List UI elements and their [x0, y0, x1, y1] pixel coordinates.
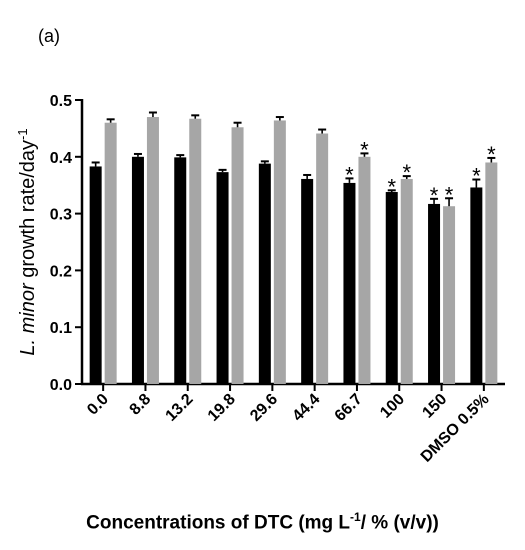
y-tick-label: 0.1 [50, 320, 72, 337]
bar [385, 192, 398, 384]
bar [301, 178, 314, 384]
significance-marker: * [345, 162, 354, 187]
x-axis-label-post: / % (v/v)) [360, 512, 439, 534]
x-tick-label: 44.4 [289, 391, 323, 425]
significance-marker: * [472, 164, 481, 189]
x-tick-label: 100 [377, 391, 408, 422]
bar [358, 156, 371, 384]
bar [485, 162, 498, 384]
x-axis-label: Concentrations of DTC (mg L-1/ % (v/v)) [0, 510, 525, 534]
bars [89, 111, 498, 384]
bar [428, 203, 441, 384]
significance-marker: * [360, 137, 369, 162]
bar [189, 118, 202, 384]
significance-marker: * [445, 182, 454, 207]
y-axis-label: L. minor growth rate/day-1 [15, 128, 40, 355]
x-axis-label-sup: -1 [350, 510, 361, 524]
y-axis-label-text: growth rate/day [17, 140, 39, 283]
x-axis-label-pre: Concentrations of DTC (mg L [86, 512, 351, 534]
x-tick-label: 8.8 [127, 391, 155, 419]
bar [89, 166, 102, 384]
x-tick-label: 0.0 [84, 391, 112, 419]
bar [443, 206, 456, 384]
x-tick-label: 29.6 [247, 391, 281, 425]
bar [343, 182, 356, 384]
y-tick-label: 0.5 [50, 93, 72, 110]
y-tick-label: 0.4 [50, 150, 72, 167]
bar [131, 156, 144, 384]
y-axis-label-italic: L. minor [17, 282, 39, 356]
bar [316, 133, 329, 384]
x-tick-label: 150 [419, 391, 450, 422]
bar [216, 172, 229, 384]
bar [400, 178, 413, 384]
bar [174, 157, 187, 384]
y-tick-label: 0.3 [50, 207, 72, 224]
x-tick-label: 13.2 [163, 391, 197, 425]
significance-marker: * [430, 183, 439, 208]
x-tick-label: 19.8 [205, 391, 239, 425]
bar [146, 117, 159, 384]
bar [104, 122, 117, 384]
bar [258, 163, 271, 384]
bar [273, 120, 286, 384]
significance-marker: * [402, 160, 411, 185]
y-tick-label: 0.2 [50, 263, 72, 280]
x-tick-label: 66.7 [332, 391, 366, 425]
significance-marker: * [487, 142, 496, 167]
panel-label: (a) [38, 26, 60, 46]
y-tick-label: 0.0 [50, 377, 72, 394]
significance-marker: * [387, 174, 396, 199]
y-axis-label-sup: -1 [15, 128, 30, 140]
bar [231, 127, 244, 384]
bar [470, 187, 483, 384]
